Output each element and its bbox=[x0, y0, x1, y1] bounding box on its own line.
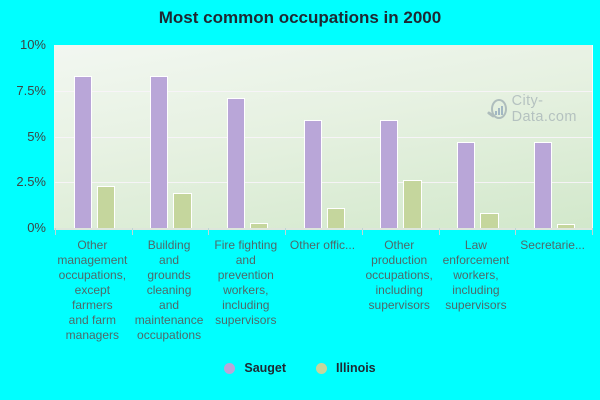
bar-illinois-3 bbox=[326, 207, 346, 228]
illinois-legend-label: Illinois bbox=[336, 361, 376, 375]
x-axis-label-4: Other production occupations, including … bbox=[365, 238, 433, 312]
x-axis-tick-6 bbox=[515, 228, 517, 235]
sauget-legend-label: Sauget bbox=[244, 361, 287, 375]
x-axis-label-6: Secretarie... bbox=[520, 238, 585, 252]
bar-illinois-4 bbox=[403, 180, 422, 228]
bar-illinois-5 bbox=[480, 213, 499, 228]
bar-sauget-5 bbox=[457, 142, 476, 228]
bar-illinois-1 bbox=[173, 193, 192, 228]
gridline-2.5% bbox=[55, 182, 592, 184]
sauget-legend-marker bbox=[224, 362, 236, 374]
bar-sauget-1 bbox=[150, 76, 169, 228]
x-axis-tick-4 bbox=[361, 228, 363, 235]
bar-illinois-6 bbox=[556, 224, 576, 228]
legend: Sauget Illinois bbox=[0, 361, 600, 375]
x-axis-label-0: Other management occupations, except far… bbox=[57, 238, 128, 342]
x-axis-tick-1 bbox=[131, 228, 133, 235]
y-tick-label-7.5%: 7.5% bbox=[16, 82, 46, 98]
x-axis-tick-3 bbox=[285, 228, 287, 235]
legend-item-illinois: Illinois bbox=[316, 361, 376, 375]
illinois-legend-marker bbox=[316, 362, 328, 374]
x-axis-label-5: Law enforcement workers, including super… bbox=[442, 238, 510, 312]
y-tick-label-2.5%: 2.5% bbox=[16, 174, 46, 190]
chart-title: Most common occupations in 2000 bbox=[158, 8, 442, 27]
y-tick-label-0%: 0% bbox=[27, 220, 46, 235]
x-axis-label-3: Other offic... bbox=[289, 238, 356, 252]
x-axis-tick-2 bbox=[208, 228, 210, 235]
legend-item-sauget: Sauget bbox=[224, 361, 286, 375]
bar-sauget-4 bbox=[380, 120, 399, 228]
bar-sauget-3 bbox=[303, 120, 322, 228]
x-axis-labels: Other management occupations, except far… bbox=[54, 238, 591, 348]
bar-illinois-2 bbox=[249, 223, 269, 228]
watermark: City-Data.com bbox=[486, 93, 592, 125]
y-tick-label-5%: 5% bbox=[27, 128, 46, 144]
gridline-5% bbox=[55, 136, 592, 138]
bar-illinois-0 bbox=[96, 185, 115, 228]
gridline-7.5% bbox=[55, 90, 592, 92]
bar-sauget-6 bbox=[533, 142, 552, 228]
x-axis-tick-7 bbox=[592, 228, 593, 235]
x-axis-tick-0 bbox=[55, 228, 56, 235]
bar-sauget-2 bbox=[226, 98, 245, 228]
y-tick-label-10%: 10% bbox=[19, 37, 46, 52]
bar-sauget-0 bbox=[73, 76, 92, 228]
plot-area: City-Data.com bbox=[54, 45, 593, 235]
watermark-text: City-Data.com bbox=[511, 93, 577, 125]
x-axis-label-2: Fire fighting and prevention workers, in… bbox=[214, 238, 278, 327]
x-axis-tick-5 bbox=[438, 228, 440, 235]
magnifier-barchart-icon bbox=[486, 99, 507, 119]
x-axis-label-1: Building and grounds cleaning and mainte… bbox=[134, 238, 204, 342]
